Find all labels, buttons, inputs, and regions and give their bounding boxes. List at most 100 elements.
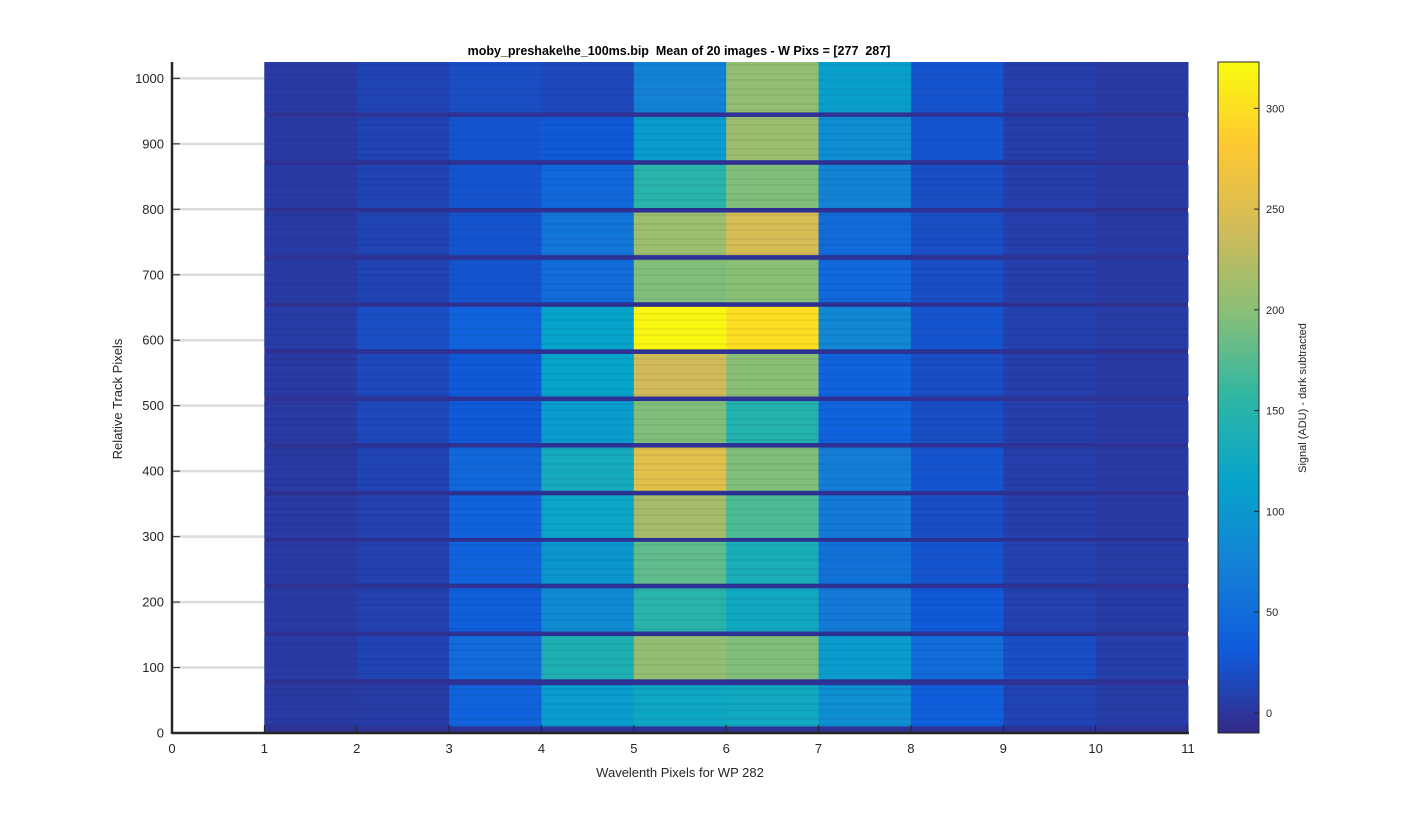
colorbar-tick-label: 0	[1266, 708, 1272, 720]
heatmap-cell	[541, 401, 635, 443]
heatmap-cell	[1095, 588, 1189, 632]
heatmap-cell	[910, 306, 1004, 350]
heatmap-cell	[541, 588, 635, 632]
heatmap-cell	[264, 401, 358, 443]
heatmap-cell	[449, 401, 542, 443]
heatmap-cell	[541, 306, 635, 350]
heatmap-cell	[633, 401, 727, 443]
colorbar-tick-label: 50	[1266, 607, 1278, 619]
colorbar-label: Signal (ADU) - dark subtracted	[1297, 323, 1309, 473]
x-tick-label: 4	[538, 741, 545, 756]
heatmap-cell	[1003, 447, 1097, 491]
heatmap-cell	[264, 62, 358, 113]
heatmap-cell	[1003, 495, 1097, 538]
heatmap-cell	[1003, 116, 1097, 161]
heatmap-cell	[1003, 588, 1097, 632]
heatmap-cell	[633, 62, 727, 113]
x-tick-label: 7	[815, 741, 822, 756]
y-tick-label: 500	[142, 398, 164, 413]
heatmap-cell	[541, 685, 635, 727]
heatmap-cell	[541, 164, 635, 208]
heatmap-cell	[726, 541, 820, 584]
heatmap-cell	[818, 588, 912, 632]
heatmap-cell	[726, 306, 820, 350]
heatmap-cell	[541, 541, 635, 584]
heatmap-cell	[726, 164, 820, 208]
heatmap-cell	[726, 401, 820, 443]
heatmap-cell	[1095, 164, 1189, 208]
heatmap-cell	[818, 62, 912, 113]
heatmap-cell	[633, 353, 727, 397]
y-tick-label: 300	[142, 529, 164, 544]
x-axis-label: Wavelenth Pixels for WP 282	[596, 765, 764, 780]
colorbar	[1217, 61, 1260, 734]
x-tick-label: 0	[168, 741, 175, 756]
heatmap-cell	[633, 447, 727, 491]
heatmap-cell	[818, 495, 912, 538]
heatmap-cell	[633, 541, 727, 584]
heatmap-cell	[1095, 212, 1189, 256]
x-tick-label: 9	[1000, 741, 1007, 756]
heatmap-cell	[449, 62, 542, 113]
heatmap-cell	[356, 685, 450, 727]
heatmap-cell	[726, 259, 820, 303]
y-tick-label: 900	[142, 136, 164, 151]
heatmap-cell	[818, 353, 912, 397]
y-tick-label: 200	[142, 595, 164, 610]
heatmap-cell	[1095, 447, 1189, 491]
heatmap-cell	[633, 685, 727, 727]
heatmap-cell	[541, 447, 635, 491]
heatmap-cell	[1003, 685, 1097, 727]
heatmap-cell	[818, 685, 912, 727]
heatmap-cell	[818, 306, 912, 350]
heatmap-cell	[356, 636, 450, 680]
heatmap-cell	[633, 116, 727, 161]
heatmap-cell	[910, 495, 1004, 538]
heatmap-cell	[726, 353, 820, 397]
heatmap-cell	[1003, 401, 1097, 443]
heatmap-cell	[910, 447, 1004, 491]
x-tick-label: 6	[723, 741, 730, 756]
heatmap-cell	[541, 62, 635, 113]
colorbar-ticks: 0 50 100 150 200 250 300	[1254, 103, 1284, 720]
heatmap-cell	[449, 636, 542, 680]
heatmap-cell	[726, 447, 820, 491]
heatmap-cell	[633, 588, 727, 632]
heatmap-cell	[818, 541, 912, 584]
heatmap-cell	[1095, 62, 1189, 113]
heatmap-cell	[910, 212, 1004, 256]
heatmap-cell	[910, 164, 1004, 208]
heatmap-cell	[356, 164, 450, 208]
y-tick-label: 700	[142, 267, 164, 282]
colorbar-tick-label: 200	[1266, 305, 1284, 317]
heatmap-cell	[449, 164, 542, 208]
heatmap-cell	[818, 212, 912, 256]
heatmap-cell	[1003, 259, 1097, 303]
heatmap-cell	[264, 541, 358, 584]
heatmap-cell	[1095, 259, 1189, 303]
heatmap-cell	[449, 212, 542, 256]
colorbar-tick-label: 300	[1266, 103, 1284, 115]
heatmap-cell	[449, 306, 542, 350]
heatmap-cell	[726, 636, 820, 680]
colorbar-tick-label: 250	[1266, 204, 1284, 216]
x-axis-ticks: 0 1 2 3 4 5 6 7 8 9 10 11	[168, 725, 1195, 756]
heatmap-cell	[264, 259, 358, 303]
heatmap-cell	[264, 212, 358, 256]
heatmap-cell	[449, 447, 542, 491]
x-tick-label: 11	[1181, 741, 1195, 756]
heatmap-cell	[910, 636, 1004, 680]
heatmap-cell	[541, 212, 635, 256]
heatmap-cell	[1095, 636, 1189, 680]
x-tick-label: 10	[1088, 741, 1102, 756]
heatmap-cell	[1003, 636, 1097, 680]
y-tick-label: 0	[157, 726, 164, 741]
heatmap-cell	[264, 447, 358, 491]
heatmap-cell	[1095, 495, 1189, 538]
heatmap-cell	[726, 495, 820, 538]
heatmap-cell	[818, 259, 912, 303]
x-tick-label: 1	[261, 741, 268, 756]
heatmap-cell	[633, 636, 727, 680]
x-tick-label: 8	[907, 741, 914, 756]
